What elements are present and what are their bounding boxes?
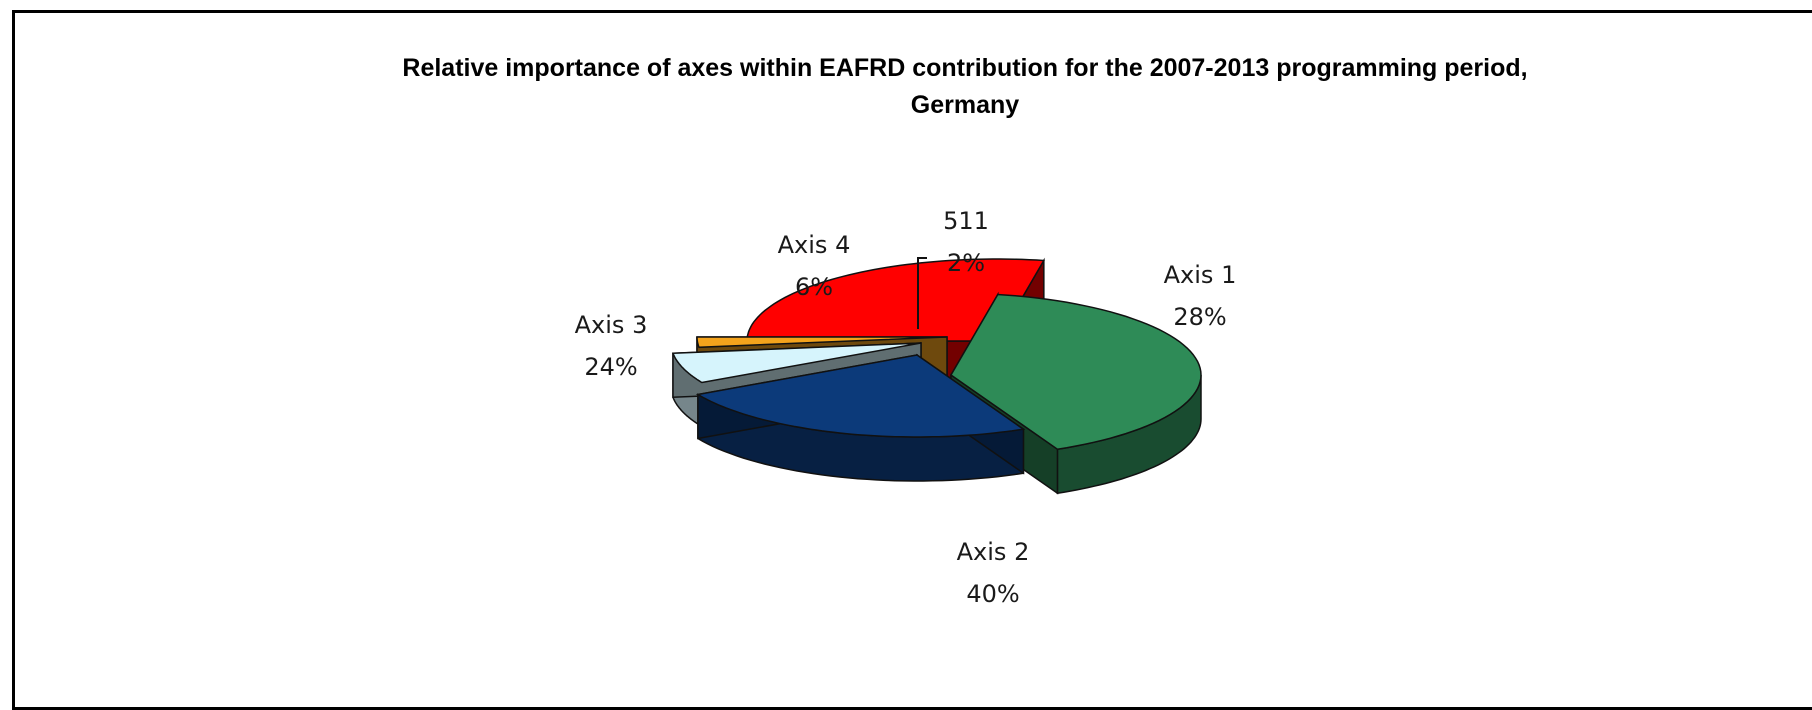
- slice-value-axis-2: 40%: [966, 580, 1019, 608]
- slice-label-axis-4: Axis 4: [778, 231, 851, 259]
- slice-label-511: 511: [943, 207, 989, 235]
- pie-chart: Relative importance of axes within EAFRD…: [402, 54, 1527, 608]
- slice-value-511: 2%: [947, 249, 985, 277]
- slice-top-face: [671, 342, 922, 384]
- slice-value-axis-4: 6%: [795, 273, 833, 301]
- slice-label-axis-2: Axis 2: [957, 538, 1030, 566]
- slice-top-face: [696, 336, 948, 349]
- pie-slices: [671, 257, 1202, 495]
- slice-value-axis-3: 24%: [584, 353, 637, 381]
- chart-title-line-1: Relative importance of axes within EAFRD…: [402, 54, 1527, 82]
- leader-line-511: [917, 257, 927, 329]
- slice-top-face: [746, 258, 1046, 342]
- slice-label-axis-3: Axis 3: [575, 311, 648, 339]
- chart-frame: Relative importance of axes within EAFRD…: [12, 10, 1812, 710]
- slice-label-axis-1: Axis 1: [1164, 261, 1237, 289]
- slice-labels: Axis 1 28% Axis 2 40% Axis 3 24% Axis 4 6% 511 2%: [575, 207, 1237, 608]
- slice-value-axis-1: 28%: [1173, 303, 1226, 331]
- slice-top-face: [695, 354, 1026, 438]
- slice-top-face: [950, 293, 1202, 450]
- pie-slice-axis-3: [695, 353, 1026, 482]
- chart-title-line-2: Germany: [911, 91, 1019, 119]
